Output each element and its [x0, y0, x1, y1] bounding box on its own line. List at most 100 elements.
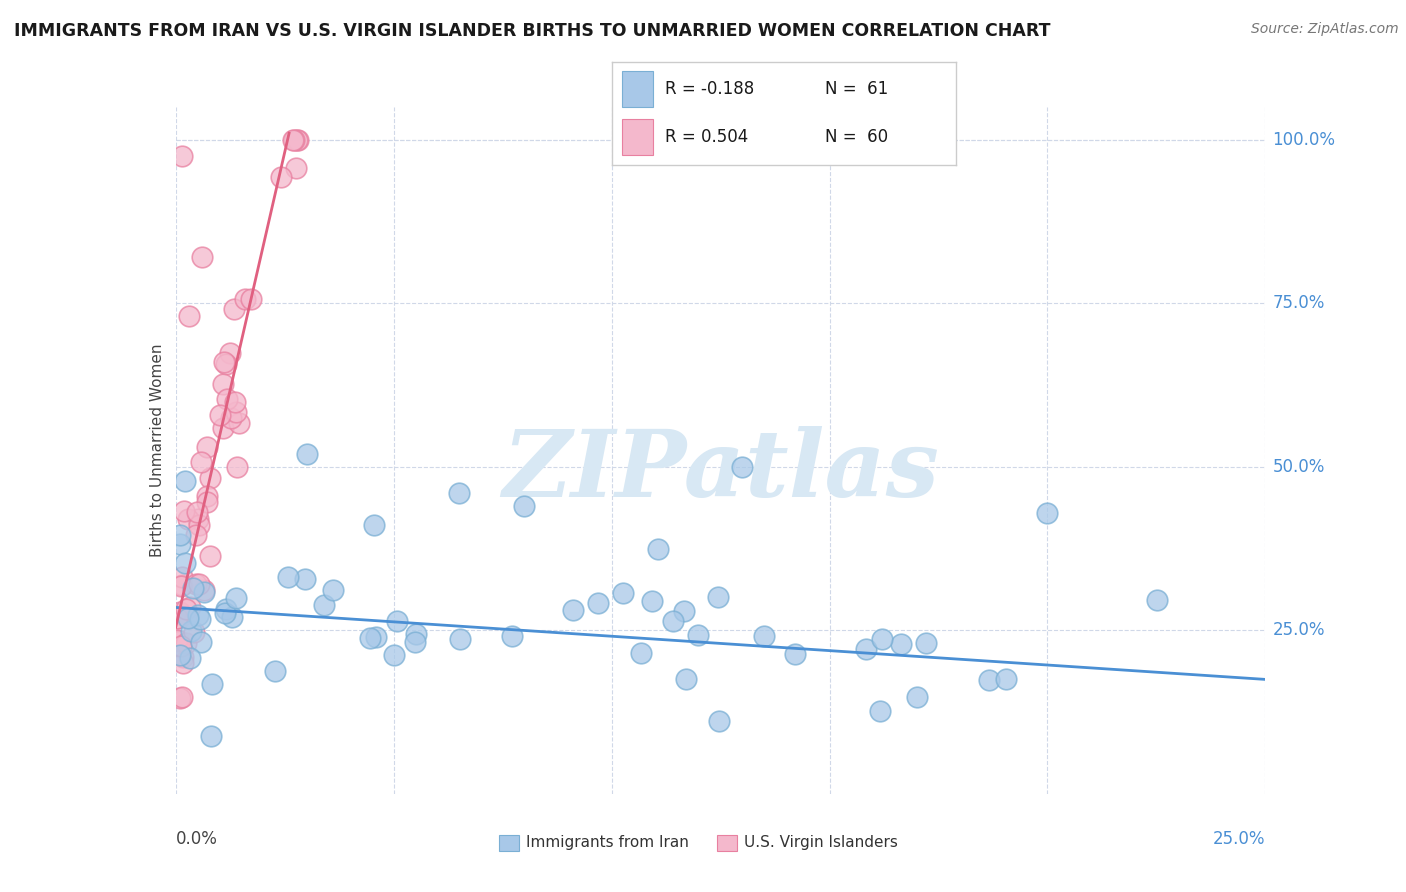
- Point: [166, 610, 188, 624]
- Point: [905, 690, 928, 704]
- Point: [221, 610, 243, 624]
- Point: [177, 310, 200, 324]
- Point: [187, 607, 209, 622]
- Point: [915, 636, 938, 650]
- Point: [385, 614, 408, 628]
- Point: [890, 638, 912, 652]
- Point: [405, 627, 427, 641]
- Point: [170, 578, 193, 592]
- Point: [184, 577, 207, 591]
- Point: [177, 512, 200, 526]
- Point: [170, 640, 193, 654]
- Point: [404, 635, 426, 649]
- Text: N =  60: N = 60: [825, 128, 889, 145]
- Point: [731, 459, 754, 474]
- Point: [188, 518, 211, 533]
- Point: [181, 581, 204, 595]
- Point: [201, 676, 224, 690]
- Point: [501, 629, 523, 643]
- Point: [449, 632, 471, 646]
- Text: IMMIGRANTS FROM IRAN VS U.S. VIRGIN ISLANDER BIRTHS TO UNMARRIED WOMEN CORRELATI: IMMIGRANTS FROM IRAN VS U.S. VIRGIN ISLA…: [14, 22, 1050, 40]
- Point: [662, 615, 685, 629]
- Point: [295, 447, 318, 461]
- Point: [686, 628, 709, 642]
- Text: R = 0.504: R = 0.504: [665, 128, 748, 145]
- Point: [994, 673, 1017, 687]
- Point: [193, 585, 215, 599]
- Point: [224, 395, 246, 409]
- Text: R = -0.188: R = -0.188: [665, 79, 754, 97]
- Point: [172, 650, 194, 665]
- Point: [183, 624, 205, 639]
- Point: [977, 673, 1000, 687]
- Text: 25.0%: 25.0%: [1213, 830, 1265, 847]
- Point: [176, 635, 198, 649]
- Point: [641, 594, 664, 608]
- Point: [447, 486, 470, 500]
- Point: [221, 411, 243, 425]
- Point: [170, 579, 193, 593]
- Text: 25.0%: 25.0%: [1272, 622, 1324, 640]
- Point: [225, 405, 247, 419]
- Y-axis label: Births to Unmarried Women: Births to Unmarried Women: [149, 343, 165, 558]
- Point: [167, 640, 190, 654]
- Point: [200, 471, 222, 485]
- Point: [195, 440, 218, 454]
- Point: [855, 642, 877, 657]
- Point: [174, 610, 197, 624]
- Point: [225, 591, 247, 606]
- Point: [215, 357, 238, 371]
- Point: [359, 631, 381, 645]
- Point: [184, 528, 207, 542]
- Point: [1036, 506, 1059, 520]
- Point: [612, 586, 634, 600]
- Point: [363, 518, 385, 533]
- Text: N =  61: N = 61: [825, 79, 889, 97]
- Point: [172, 657, 194, 671]
- Point: [785, 647, 807, 661]
- Point: [172, 690, 194, 705]
- Point: [513, 499, 536, 513]
- Point: [239, 292, 262, 306]
- Point: [228, 417, 250, 431]
- Point: [187, 512, 209, 526]
- Point: [647, 541, 669, 556]
- Point: [287, 133, 309, 147]
- Point: [322, 583, 344, 598]
- Text: U.S. Virgin Islanders: U.S. Virgin Islanders: [744, 836, 897, 850]
- Point: [212, 420, 235, 434]
- Point: [169, 528, 191, 542]
- Text: Immigrants from Iran: Immigrants from Iran: [526, 836, 689, 850]
- Point: [169, 633, 191, 648]
- Point: [869, 704, 891, 718]
- Point: [179, 651, 201, 665]
- Point: [195, 494, 218, 508]
- Text: 50.0%: 50.0%: [1272, 458, 1324, 475]
- Point: [169, 648, 191, 663]
- Point: [709, 714, 731, 728]
- Point: [169, 639, 191, 653]
- Point: [198, 549, 221, 563]
- Point: [166, 633, 188, 648]
- Point: [212, 355, 235, 369]
- Point: [630, 646, 652, 660]
- Point: [200, 730, 222, 744]
- Point: [173, 475, 195, 489]
- Point: [673, 604, 696, 618]
- Point: [186, 505, 208, 519]
- Point: [215, 392, 238, 407]
- Point: [169, 606, 191, 620]
- Point: [364, 630, 387, 644]
- Point: [195, 490, 218, 504]
- Point: [222, 301, 245, 316]
- Point: [294, 572, 316, 586]
- Point: [174, 556, 197, 570]
- Point: [270, 170, 292, 185]
- Point: [283, 133, 305, 147]
- Point: [675, 673, 697, 687]
- Point: [179, 599, 201, 614]
- Point: [264, 664, 287, 678]
- Text: 0.0%: 0.0%: [176, 830, 218, 847]
- Point: [285, 161, 308, 175]
- Point: [215, 602, 238, 616]
